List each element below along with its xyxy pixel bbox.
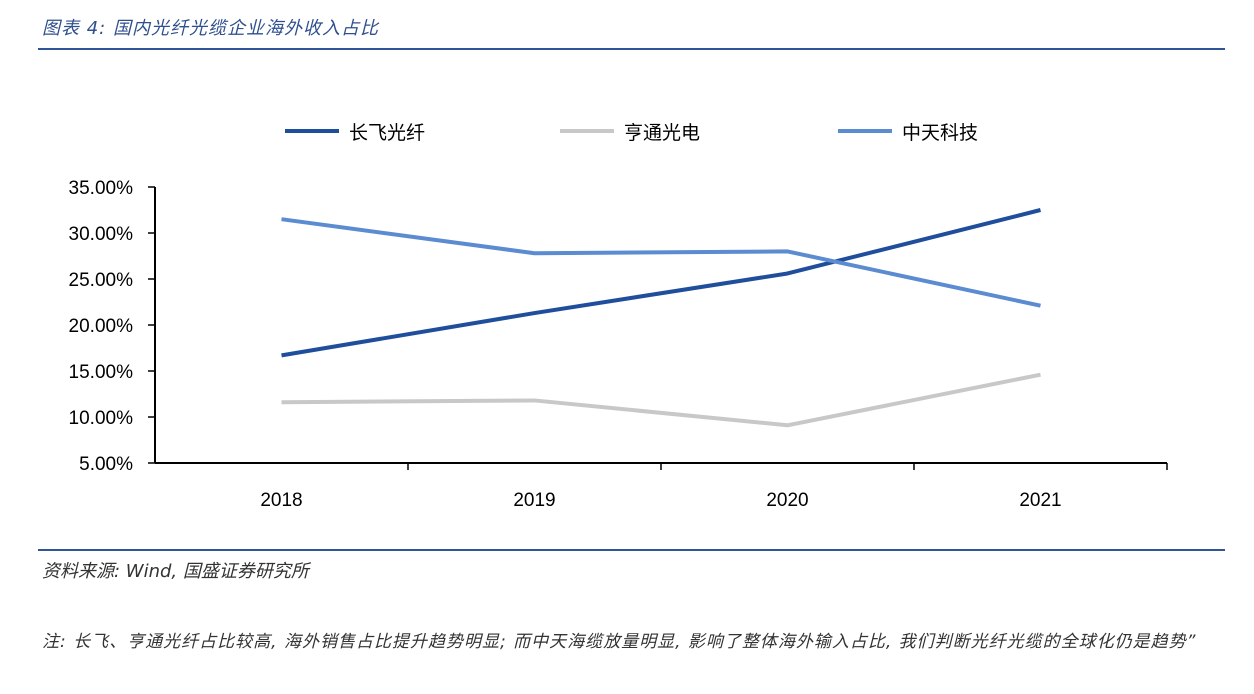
line-chart: 5.00% 10.00% 15.00% 20.00% 25.00% 30.00% 35.00… — [69, 178, 1168, 511]
chart-legend: 长飞光纤 亨通光电 中天科技 — [0, 116, 1254, 146]
legend-label-hengtong: 亨通光电 — [624, 121, 701, 144]
legend-label-changfei: 长飞光纤 — [349, 121, 426, 144]
top-rule — [38, 48, 1225, 50]
source-note: 资料来源: Wind, 国盛证券研究所 — [42, 561, 309, 582]
legend-item-zhongtian: 中天科技 — [838, 116, 978, 146]
legend-item-hengtong: 亨通光电 — [560, 116, 700, 146]
x-tick-label: 2019 — [513, 490, 555, 511]
series-line-2 — [281, 217, 1041, 308]
x-tick-label: 2018 — [260, 490, 302, 511]
legend-item-changfei: 长飞光纤 — [285, 116, 425, 146]
y-tick-label: 25.00% — [69, 270, 134, 291]
y-tick-label: 35.00% — [69, 178, 134, 199]
legend-swatch-changfei — [285, 129, 339, 133]
y-tick-label: 20.00% — [69, 316, 134, 337]
series-line-1 — [281, 372, 1041, 428]
legend-label-zhongtian: 中天科技 — [902, 121, 979, 144]
x-tick-label: 2021 — [1019, 490, 1061, 511]
y-tick-label: 15.00% — [69, 362, 134, 383]
y-tick-label: 10.00% — [69, 408, 134, 429]
y-tick-label: 30.00% — [69, 224, 134, 245]
series-line-0 — [281, 208, 1041, 358]
footnote: 注: 长飞、亨通光纤占比较高, 海外销售占比提升趋势明显; 而中天海缆放量明显,… — [42, 632, 1197, 652]
figure-title: 图表 4: 国内光纤光缆企业海外收入占比 — [42, 18, 379, 39]
bottom-rule — [38, 549, 1225, 551]
legend-swatch-hengtong — [560, 129, 614, 133]
y-tick-label: 5.00% — [79, 454, 133, 475]
legend-swatch-zhongtian — [838, 129, 892, 133]
x-tick-label: 2020 — [766, 490, 808, 511]
